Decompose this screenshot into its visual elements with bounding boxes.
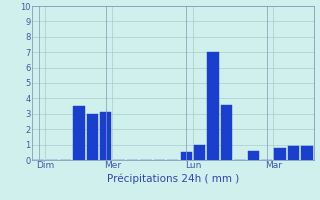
Bar <box>274 148 286 160</box>
Bar <box>248 151 259 160</box>
Bar <box>87 114 98 160</box>
Bar <box>221 105 232 160</box>
Bar <box>288 146 299 160</box>
Bar <box>73 106 84 160</box>
Bar <box>180 152 192 160</box>
Bar <box>301 146 313 160</box>
X-axis label: Précipitations 24h ( mm ): Précipitations 24h ( mm ) <box>107 173 239 184</box>
Bar <box>100 112 111 160</box>
Bar <box>207 52 219 160</box>
Bar <box>194 145 205 160</box>
